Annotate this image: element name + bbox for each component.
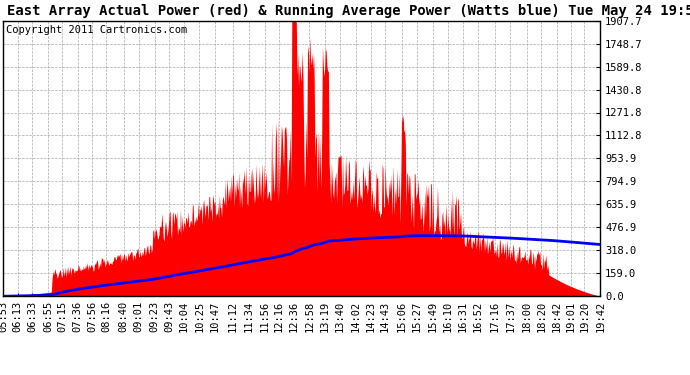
Text: East Array Actual Power (red) & Running Average Power (Watts blue) Tue May 24 19: East Array Actual Power (red) & Running … bbox=[7, 4, 690, 18]
Text: Copyright 2011 Cartronics.com: Copyright 2011 Cartronics.com bbox=[6, 25, 188, 35]
